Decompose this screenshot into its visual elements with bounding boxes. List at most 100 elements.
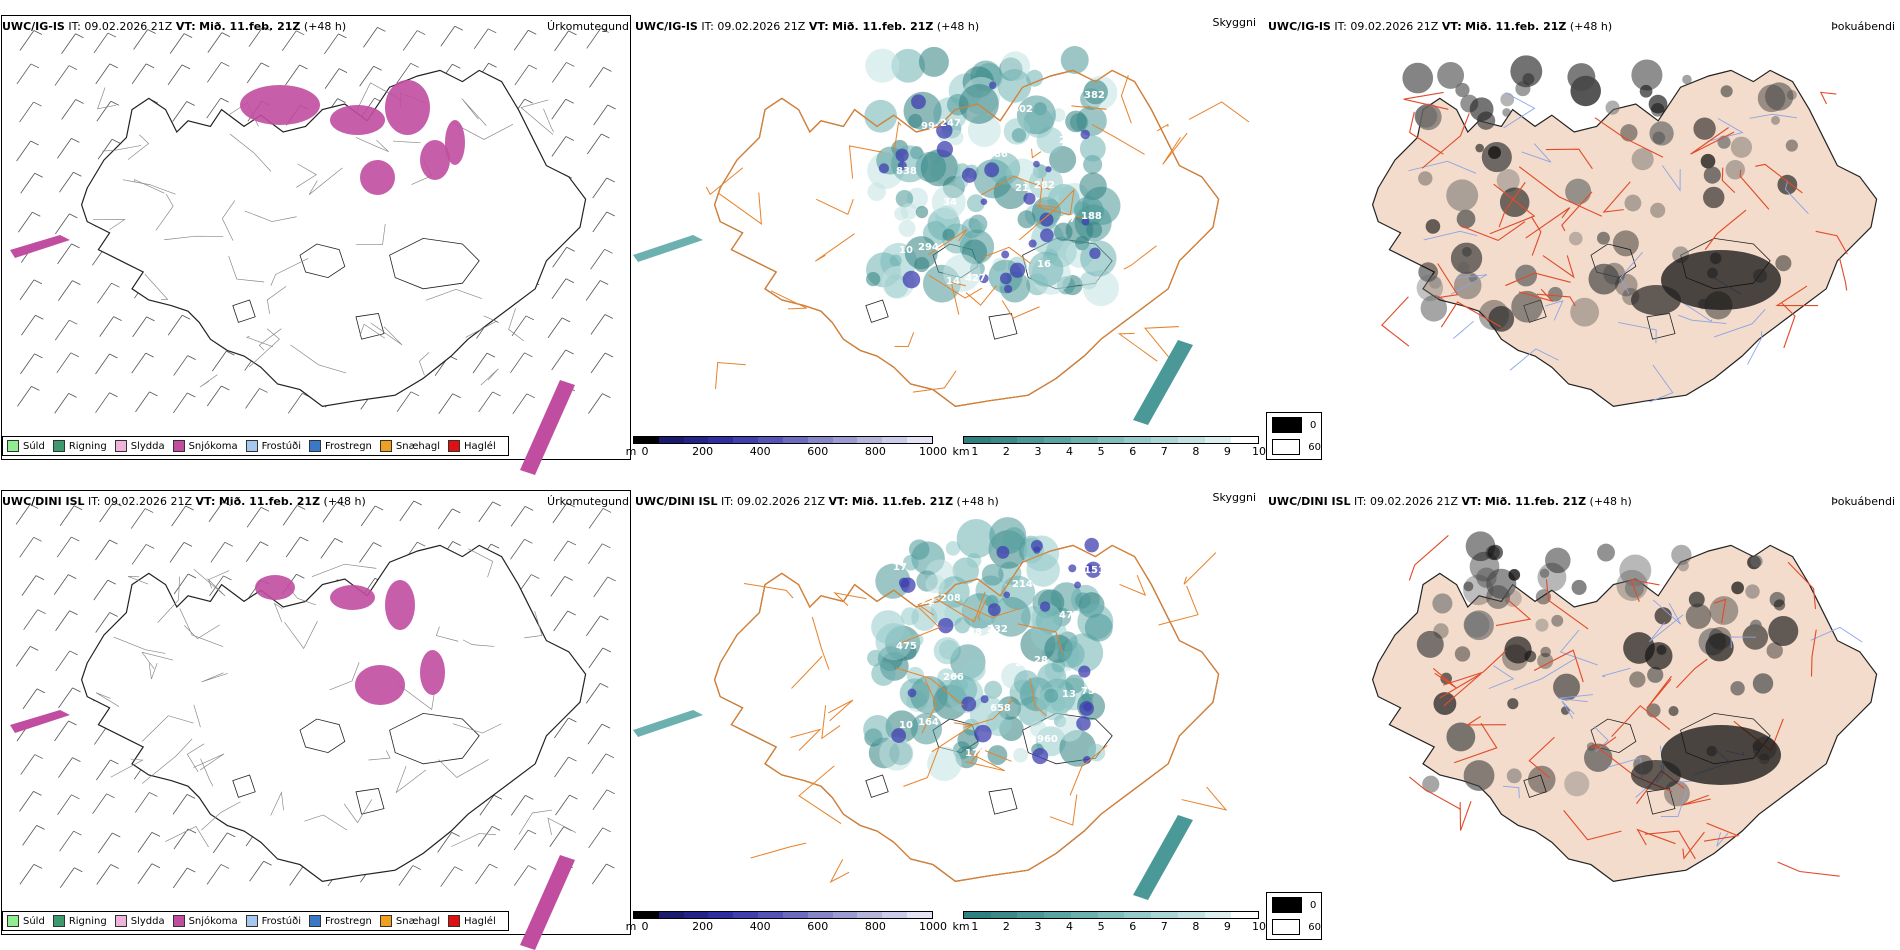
legend-swatch bbox=[114, 915, 127, 927]
colorbar-tick: 400 bbox=[749, 445, 771, 458]
legend-item: Slydda bbox=[114, 440, 165, 452]
legend-swatch bbox=[245, 915, 258, 927]
cloud-base-label: 75 bbox=[1081, 686, 1095, 697]
fog-swatch-0 bbox=[1272, 897, 1302, 913]
panel-header: UWC/IG-IS IT: 09.02.2026 21Z VT: Mið. 11… bbox=[635, 20, 979, 33]
vt-value: Mið. 11.feb. 21Z bbox=[1465, 20, 1567, 33]
legend-label: Snjókoma bbox=[188, 915, 238, 927]
panel-header: UWC/DINI ISL IT: 09.02.2026 21Z VT: Mið.… bbox=[1268, 495, 1632, 508]
legend-item: Súld bbox=[7, 915, 45, 927]
cloud-base-label: 151 bbox=[1084, 565, 1105, 576]
colorbar-tick: 4 bbox=[1066, 920, 1074, 933]
colorbar-tick: 9 bbox=[1223, 445, 1231, 458]
map-frame bbox=[1, 15, 631, 460]
model-name: UWC/DINI ISL bbox=[2, 495, 85, 508]
colorbar-tick: 6 bbox=[1129, 920, 1137, 933]
cloud-base-label: 10 bbox=[899, 720, 913, 731]
legend-label: Haglél bbox=[464, 915, 496, 927]
product-title: Úrkomutegund bbox=[547, 495, 629, 508]
colorbar-unit: km bbox=[952, 920, 970, 933]
legend-item: Snæhagl bbox=[379, 915, 440, 927]
precip-type-legend: Súld Rigning Slydda Snjókoma Frostúði Frostre… bbox=[2, 911, 509, 931]
visibility-colorbar: km 1 2 3 4 5 6 7 8 9 10 bbox=[952, 911, 1266, 941]
colorbar-tick: 200 bbox=[692, 445, 714, 458]
vt-label: VT: bbox=[808, 20, 829, 33]
panel-header: UWC/DINI ISL IT: 09.02.2026 21Z VT: Mið.… bbox=[635, 495, 999, 508]
fog-label: 60 bbox=[1308, 441, 1321, 453]
legend-swatch bbox=[448, 915, 461, 927]
model-name: UWC/IG-IS bbox=[2, 20, 65, 33]
legend-label: Frostúði bbox=[261, 440, 301, 452]
it-label: IT: bbox=[88, 495, 101, 508]
legend-swatch bbox=[7, 440, 19, 452]
product-title: Þokuábendi bbox=[1831, 20, 1895, 33]
product-title: Úrkomutegund bbox=[547, 20, 629, 33]
vt-label: VT: bbox=[1461, 495, 1482, 508]
it-label: IT: bbox=[1334, 20, 1347, 33]
colorbar-tick: 6 bbox=[1129, 445, 1137, 458]
legend-swatch bbox=[245, 440, 258, 452]
cloud-base-label: 16 bbox=[1037, 259, 1051, 270]
precip-type-legend: Súld Rigning Slydda Snjókoma Frostúði Frostre… bbox=[2, 436, 509, 456]
it-label: IT: bbox=[721, 495, 734, 508]
lead-time: (+48 h) bbox=[1569, 20, 1613, 33]
top-visibility-panel: 175 247 686 282 188 294 427 402 282 838 34 94 16 382 9… bbox=[626, 0, 1266, 475]
legend-label: Slydda bbox=[130, 915, 165, 927]
legend-swatch bbox=[448, 440, 461, 452]
it-value: 09.02.2026 21Z bbox=[717, 20, 806, 33]
colorbar-tick: 10 bbox=[1252, 445, 1266, 458]
colorbar-tick: 10 bbox=[1252, 920, 1266, 933]
fog-label: 0 bbox=[1310, 419, 1317, 431]
vt-label: VT: bbox=[1441, 20, 1462, 33]
legend-item: Frostúði bbox=[245, 440, 301, 452]
legend-item: Snjókoma bbox=[172, 440, 238, 452]
legend-label: Frostregn bbox=[325, 915, 372, 927]
colorbar-tick: 7 bbox=[1160, 445, 1168, 458]
vt-label: VT: bbox=[195, 495, 216, 508]
cloud-base-label: 427 bbox=[965, 273, 986, 284]
lead-time: (+48 h) bbox=[323, 495, 366, 508]
colorbar-tick: 0 bbox=[641, 445, 649, 458]
vt-value: Mið. 11.feb. 21Z bbox=[199, 20, 301, 33]
cloud-base-label: 220 bbox=[968, 152, 989, 163]
cloud-base-label: 14 bbox=[946, 276, 960, 287]
cloud-base-label: 27 bbox=[1062, 214, 1076, 225]
legend-item: Frostúði bbox=[245, 915, 301, 927]
vt-label: VT: bbox=[828, 495, 849, 508]
legend-label: Frostúði bbox=[261, 915, 301, 927]
it-value: 09.02.2026 21Z bbox=[1370, 495, 1459, 508]
colorbar-tick: 4 bbox=[1066, 445, 1074, 458]
top-precip-panel: UWC/IG-IS IT: 09.02.2026 21Z VT: Mið. 11… bbox=[0, 0, 633, 475]
cloud-base-label: 402 bbox=[1012, 104, 1033, 115]
colorbar-tick: 1000 bbox=[919, 920, 947, 933]
cloud-base-label: 28 bbox=[968, 627, 982, 638]
legend-item: Snjókoma bbox=[172, 915, 238, 927]
map-frame bbox=[1, 490, 631, 935]
cloud-base-label: 247 bbox=[940, 118, 961, 129]
legend-swatch bbox=[379, 915, 392, 927]
colorbar-tick: 200 bbox=[692, 920, 714, 933]
model-name: UWC/IG-IS bbox=[1268, 20, 1331, 33]
colorbar-tick: 800 bbox=[864, 445, 886, 458]
legend-item: Frostregn bbox=[309, 440, 372, 452]
cloud-base-label: 22 bbox=[921, 596, 935, 607]
model-name: UWC/IG-IS bbox=[635, 20, 698, 33]
colorbar-tick: 1 bbox=[971, 445, 979, 458]
legend-swatch bbox=[309, 915, 321, 927]
it-value: 09.02.2026 21Z bbox=[737, 495, 826, 508]
cloud-base-label: 960 bbox=[1037, 734, 1058, 745]
legend-label: Súld bbox=[23, 440, 45, 452]
cloud-base-label: 188 bbox=[1081, 211, 1102, 222]
it-value: 09.02.2026 21Z bbox=[84, 20, 173, 33]
legend-swatch bbox=[172, 915, 185, 927]
it-label: IT: bbox=[1354, 495, 1367, 508]
bottom-visibility-panel: 17 208 232 28 75 164 178 214 477 475 266 658 960 151 2… bbox=[626, 475, 1266, 950]
ceiling-colorbar: m 0 200 400 600 800 1000 bbox=[626, 436, 947, 466]
cloud-base-label: 34 bbox=[943, 197, 957, 208]
cloud-base-label: 164 bbox=[918, 717, 939, 728]
cloud-base-label: 99 bbox=[921, 121, 935, 132]
legend-item: Haglél bbox=[448, 440, 496, 452]
cloud-base-label: 21 bbox=[1015, 183, 1029, 194]
cloud-base-label: 94 bbox=[990, 228, 1004, 239]
lead-time: (+48 h) bbox=[1589, 495, 1632, 508]
